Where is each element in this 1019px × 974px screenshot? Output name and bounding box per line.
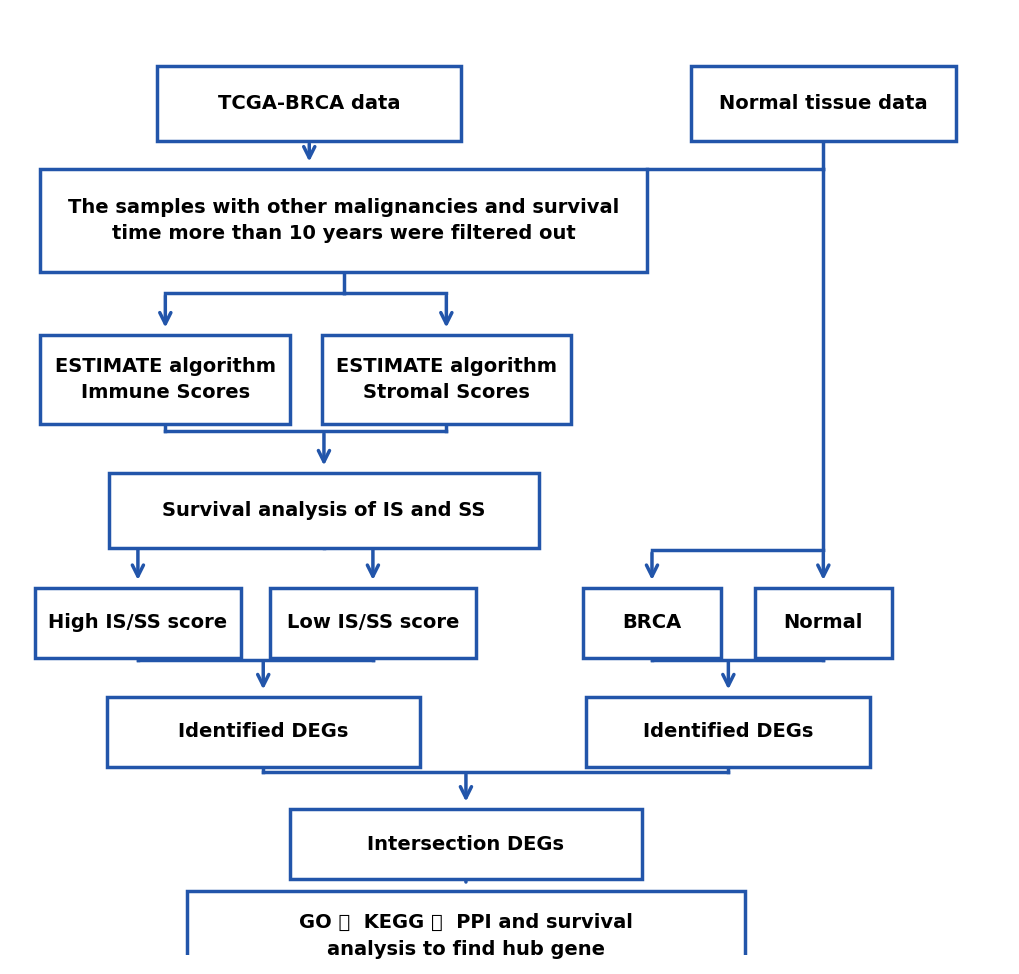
Text: Identified DEGs: Identified DEGs bbox=[643, 723, 813, 741]
Text: High IS/SS score: High IS/SS score bbox=[48, 613, 227, 632]
FancyBboxPatch shape bbox=[754, 587, 891, 657]
FancyBboxPatch shape bbox=[108, 473, 539, 547]
Text: The samples with other malignancies and survival
time more than 10 years were fi: The samples with other malignancies and … bbox=[68, 198, 619, 244]
FancyBboxPatch shape bbox=[583, 587, 719, 657]
FancyBboxPatch shape bbox=[35, 587, 240, 657]
Text: Survival analysis of IS and SS: Survival analysis of IS and SS bbox=[162, 501, 485, 520]
Text: Intersection DEGs: Intersection DEGs bbox=[367, 835, 564, 853]
Text: BRCA: BRCA bbox=[622, 613, 681, 632]
FancyBboxPatch shape bbox=[106, 697, 420, 768]
Text: GO 、  KEGG 、  PPI and survival
analysis to find hub gene: GO 、 KEGG 、 PPI and survival analysis to… bbox=[299, 913, 632, 958]
Text: Normal tissue data: Normal tissue data bbox=[718, 94, 926, 113]
Text: Normal: Normal bbox=[783, 613, 862, 632]
Text: TCGA-BRCA data: TCGA-BRCA data bbox=[218, 94, 400, 113]
Text: ESTIMATE algorithm
Immune Scores: ESTIMATE algorithm Immune Scores bbox=[55, 356, 275, 402]
FancyBboxPatch shape bbox=[270, 587, 475, 657]
FancyBboxPatch shape bbox=[691, 66, 955, 141]
FancyBboxPatch shape bbox=[289, 809, 642, 880]
Text: Low IS/SS score: Low IS/SS score bbox=[286, 613, 459, 632]
FancyBboxPatch shape bbox=[186, 891, 744, 974]
FancyBboxPatch shape bbox=[321, 335, 571, 424]
FancyBboxPatch shape bbox=[40, 169, 646, 272]
Text: ESTIMATE algorithm
Stromal Scores: ESTIMATE algorithm Stromal Scores bbox=[335, 356, 556, 402]
FancyBboxPatch shape bbox=[157, 66, 461, 141]
Text: Identified DEGs: Identified DEGs bbox=[178, 723, 348, 741]
FancyBboxPatch shape bbox=[41, 335, 289, 424]
FancyBboxPatch shape bbox=[586, 697, 869, 768]
